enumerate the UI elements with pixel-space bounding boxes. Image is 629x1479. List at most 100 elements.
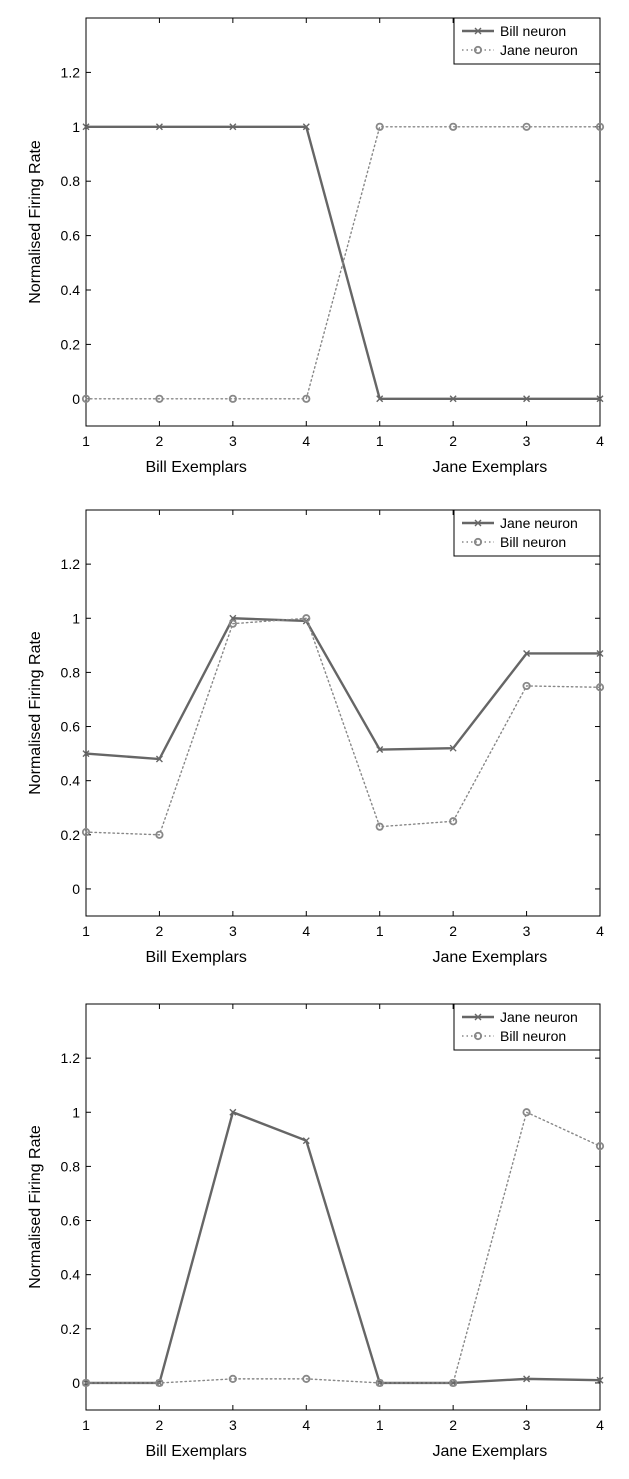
x-tick-label: 3 — [523, 1417, 531, 1433]
data-point-x — [155, 123, 163, 131]
x-tick-label: 1 — [82, 1417, 90, 1433]
x-group-label-jane: Jane Exemplars — [432, 949, 547, 966]
data-point-x — [523, 649, 531, 657]
x-group-label-bill: Bill Exemplars — [145, 949, 246, 966]
data-point-x — [82, 123, 90, 131]
y-tick-label: 1 — [72, 119, 80, 135]
y-tick-label: 1 — [72, 610, 80, 626]
legend-box — [453, 509, 601, 557]
x-tick-label: 2 — [156, 433, 164, 449]
x-group-label-jane: Jane Exemplars — [432, 459, 547, 476]
data-point-x — [449, 395, 457, 403]
legend-box — [453, 1003, 601, 1051]
data-point-x — [523, 1375, 531, 1383]
legend-marker-circle — [473, 1031, 483, 1041]
data-point-circle — [302, 1374, 311, 1383]
y-tick-label: 1.2 — [61, 64, 81, 80]
data-point-x — [596, 1376, 604, 1384]
x-tick-label: 2 — [156, 923, 164, 939]
series-line-1 — [84, 1110, 602, 1385]
x-tick-label: 4 — [596, 923, 604, 939]
x-tick-label: 3 — [523, 923, 531, 939]
data-point-circle — [81, 827, 91, 837]
data-point-circle — [375, 1378, 384, 1388]
data-point-circle — [155, 394, 164, 403]
data-point-x — [155, 755, 163, 763]
chart-panel-1: 0 0.2 0.4 0.6 0.8 1 1.2 1 2 3 4 1 2 3 4 Bill Exemplars J… — [27, 17, 605, 476]
x-group-label-jane: Jane Exemplars — [432, 1443, 547, 1460]
y-tick-label: 0.4 — [61, 1267, 81, 1283]
plot-frame — [85, 17, 601, 427]
legend-label: Bill neuron — [500, 1028, 566, 1044]
x-tick-label: 2 — [156, 1417, 164, 1433]
y-axis-label: Normalised Firing Rate — [27, 140, 44, 304]
y-tick-label: 0.2 — [61, 1321, 81, 1337]
legend-marker-x — [474, 27, 482, 35]
data-point-circle — [595, 122, 605, 131]
series-line-2 — [85, 1111, 601, 1384]
series-line-2 — [85, 617, 601, 836]
data-point-circle — [522, 1108, 531, 1117]
data-point-circle — [228, 1374, 237, 1383]
x-tick-label: 1 — [82, 923, 90, 939]
x-tick-label: 2 — [449, 433, 457, 449]
x-tick-label: 3 — [523, 433, 531, 449]
y-tick-label: 0.6 — [61, 719, 81, 735]
data-point-circle — [449, 122, 458, 131]
y-tick-label: 0.8 — [61, 1158, 81, 1174]
data-point-x — [376, 746, 384, 754]
x-tick-label: 4 — [302, 1417, 310, 1433]
y-tick-label: 0 — [72, 881, 80, 897]
y-axis-label: Normalised Firing Rate — [27, 1125, 44, 1289]
legend-marker-circle — [473, 537, 483, 547]
data-point-x — [449, 744, 457, 752]
chart-panel-3: 0 0.2 0.4 0.6 0.8 1 1.2 1 2 3 4 1 2 3 4 Bill Exemplars J… — [27, 1003, 605, 1460]
data-point-x — [596, 395, 604, 403]
x-tick-label: 2 — [449, 1417, 457, 1433]
x-tick-label: 1 — [82, 433, 90, 449]
x-tick-label: 3 — [229, 923, 237, 939]
data-point-circle — [302, 394, 311, 403]
y-tick-label: 0.4 — [61, 773, 81, 789]
x-group-label-bill: Bill Exemplars — [145, 1443, 246, 1460]
data-point-x — [302, 1137, 310, 1145]
y-tick-label: 0.8 — [61, 173, 81, 189]
data-point-x — [523, 395, 531, 403]
legend-label: Bill neuron — [500, 534, 566, 550]
x-tick-label: 2 — [449, 923, 457, 939]
y-tick-label: 1.2 — [61, 556, 81, 572]
x-tick-label: 1 — [376, 433, 384, 449]
legend-label: Jane neuron — [500, 1009, 578, 1025]
x-group-label-bill: Bill Exemplars — [145, 459, 246, 476]
x-tick-label: 4 — [596, 1417, 604, 1433]
y-axis-label: Normalised Firing Rate — [27, 631, 44, 795]
chart-panel-2: 0 0.2 0.4 0.6 0.8 1 1.2 1 2 3 4 1 2 3 4 Bill Exemplars J… — [27, 509, 605, 966]
legend-marker-x — [474, 519, 482, 527]
data-point-x — [302, 123, 310, 131]
y-tick-label: 0.6 — [61, 228, 81, 244]
data-point-circle — [522, 122, 531, 131]
data-point-circle — [81, 1378, 91, 1388]
y-tick-label: 0.6 — [61, 1213, 81, 1229]
legend-label: Jane neuron — [500, 42, 578, 58]
plot-frame — [85, 1003, 601, 1411]
x-tick-label: 3 — [229, 1417, 237, 1433]
y-tick-label: 0.2 — [61, 336, 81, 352]
x-tick-label: 4 — [302, 433, 310, 449]
data-point-circle — [595, 683, 605, 692]
data-point-circle — [595, 1142, 605, 1151]
legend-label: Bill neuron — [500, 23, 566, 39]
y-tick-label: 0 — [72, 391, 80, 407]
plot-frame — [85, 509, 601, 917]
data-point-x — [82, 750, 90, 758]
data-point-x — [596, 649, 604, 657]
x-tick-label: 1 — [376, 923, 384, 939]
data-point-circle — [449, 817, 458, 826]
y-tick-label: 0 — [72, 1375, 80, 1391]
x-tick-label: 4 — [596, 433, 604, 449]
legend-label: Jane neuron — [500, 515, 578, 531]
x-tick-label: 4 — [302, 923, 310, 939]
legend-marker-x — [474, 1013, 482, 1021]
data-point-circle — [522, 681, 531, 691]
